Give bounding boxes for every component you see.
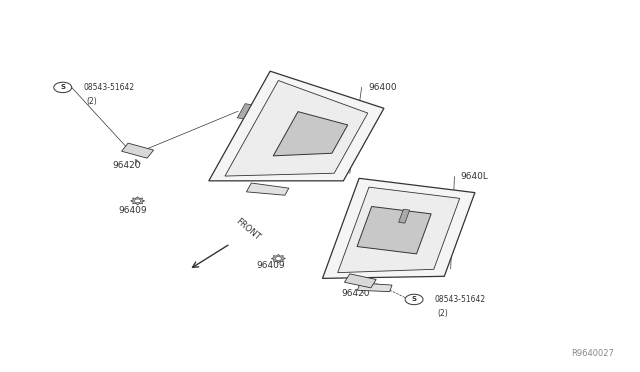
Text: 96409: 96409	[118, 206, 147, 215]
Polygon shape	[237, 104, 252, 119]
Circle shape	[405, 294, 423, 305]
Polygon shape	[271, 254, 285, 263]
Circle shape	[134, 199, 141, 203]
Polygon shape	[344, 274, 376, 288]
Polygon shape	[399, 209, 410, 223]
Polygon shape	[357, 206, 431, 254]
Polygon shape	[357, 283, 392, 292]
Polygon shape	[209, 71, 384, 181]
Text: (2): (2)	[86, 97, 97, 106]
Polygon shape	[323, 178, 475, 278]
Polygon shape	[338, 187, 460, 273]
Polygon shape	[225, 81, 368, 176]
Text: 96409: 96409	[256, 262, 285, 270]
Circle shape	[54, 82, 72, 93]
Polygon shape	[122, 143, 154, 158]
Circle shape	[275, 257, 282, 260]
Text: 96420: 96420	[341, 289, 370, 298]
Polygon shape	[273, 112, 348, 156]
Text: R9640027: R9640027	[572, 349, 614, 358]
Polygon shape	[246, 183, 289, 195]
Text: FRONT: FRONT	[234, 217, 261, 242]
Text: S: S	[60, 84, 65, 90]
Text: 96420: 96420	[112, 161, 141, 170]
Polygon shape	[131, 197, 145, 205]
Text: (2): (2)	[438, 309, 449, 318]
Text: S: S	[412, 296, 417, 302]
Text: 9640L: 9640L	[461, 172, 489, 181]
Text: 08543-51642: 08543-51642	[435, 295, 486, 304]
Text: 08543-51642: 08543-51642	[83, 83, 134, 92]
Text: 96400: 96400	[368, 83, 397, 92]
